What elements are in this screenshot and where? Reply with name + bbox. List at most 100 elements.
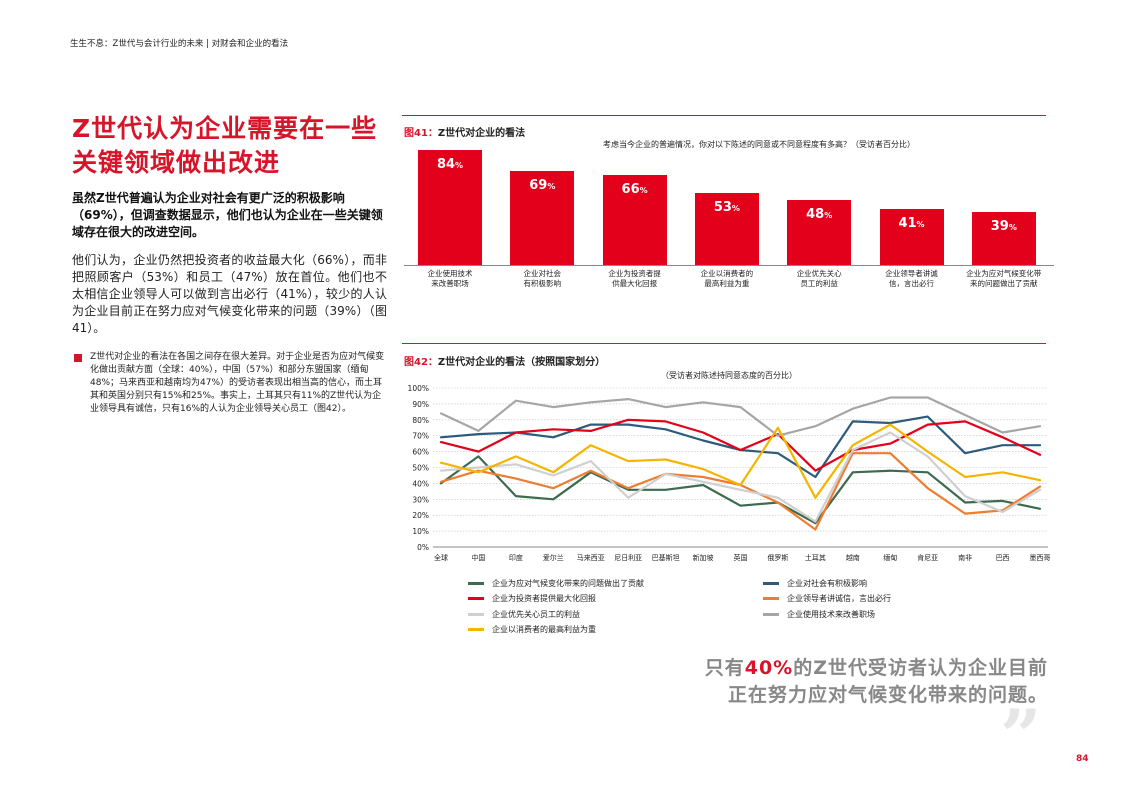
pull-quote-post: 的Z世代受访者认为企业目前 — [793, 657, 1048, 679]
legend-item: 企业为投资者提供最大化回报 — [468, 593, 596, 604]
legend-label: 企业优先关心员工的利益 — [492, 610, 580, 619]
fig41-rule — [402, 115, 1046, 116]
fig41-title: 图41：Z世代对企业的看法 — [404, 124, 525, 139]
lead-paragraph: 虽然Z世代普遍认为企业对社会有更广泛的积极影响（69%），但调查数据显示，他们也… — [72, 191, 383, 239]
y-tick-label: 40% — [412, 479, 429, 488]
x-tick-label: 英国 — [734, 553, 748, 562]
y-tick-label: 100% — [408, 384, 429, 393]
running-header: 生生不息：Z世代与会计行业的未来 | 对财会和企业的看法 — [70, 39, 289, 49]
legend-label: 企业为投资者提供最大化回报 — [492, 594, 596, 603]
country-note: Z世代对企业的看法在各国之间存在很大差异。对于企业是否为应对气候变化做出贡献方面… — [74, 351, 386, 416]
fig42-subtitle: （受访者对陈述持同意态度的百分比） — [661, 371, 797, 380]
bar-category-label: 企业优先关心 员工的利益 — [796, 269, 842, 288]
x-tick-label: 巴西 — [996, 554, 1010, 562]
page-title: Z世代认为企业需要在一些关键领域做出改进 — [72, 114, 378, 177]
legend-label: 企业使用技术来改善职场 — [787, 610, 875, 619]
x-tick-label: 土耳其 — [805, 553, 826, 562]
x-tick-label: 巴基斯坦 — [652, 553, 680, 562]
quote-mark-icon: ” — [1000, 693, 1042, 778]
y-tick-label: 10% — [412, 527, 429, 536]
y-tick-label: 30% — [412, 495, 429, 504]
legend-item: 企业对社会有积极影响 — [763, 578, 867, 589]
bar-category-label: 企业以消费者的 最高利益为重 — [700, 269, 754, 288]
series-line-6 — [439, 423, 1042, 499]
bar-value-label: 39% — [990, 219, 1017, 235]
x-tick-label: 越南 — [846, 553, 860, 562]
fig42-title-text: Z世代对企业的看法（按照国家划分） — [437, 357, 606, 368]
y-tick-label: 90% — [412, 400, 429, 409]
bar-value-label: 53% — [713, 199, 740, 215]
bar-2 — [602, 174, 667, 266]
bar-6 — [971, 212, 1036, 266]
bullet-square-icon — [74, 354, 82, 362]
y-tick-label: 0% — [417, 543, 429, 552]
x-tick-label: 爱尔兰 — [543, 553, 564, 562]
legend-item: 企业使用技术来改善职场 — [763, 609, 875, 620]
y-tick-label: 70% — [412, 432, 429, 441]
bar-category-label: 企业对社会 有积极影响 — [523, 269, 562, 288]
fig42-line-chart: 0% 10% 20% 30% 40% 50% 60% 70% 80% 90% 100% 全球 中国 印度 爱… — [408, 384, 1051, 562]
pull-quote-pre: 只有 — [704, 657, 745, 679]
x-tick-label: 俄罗斯 — [767, 553, 788, 562]
bar-value-label: 84% — [436, 157, 464, 172]
series-line-2 — [439, 418, 1042, 472]
x-tick-label: 马来西亚 — [577, 554, 605, 562]
legend-item: 企业领导者讲诚信，言出必行 — [763, 593, 891, 604]
body-paragraph: 他们认为，企业仍然把投资者的收益最大化（66%），而非把照顾客户（53%）和员工… — [72, 253, 387, 335]
x-tick-label: 全球 — [434, 553, 448, 562]
bar-category-label: 企业领导者讲诚 信，言出必行 — [885, 269, 938, 288]
bar-0 — [418, 150, 482, 266]
y-tick-label: 50% — [412, 464, 429, 473]
fig42-title: 图42：Z世代对企业的看法（按照国家划分） — [404, 353, 605, 368]
pull-quote-line1: 只有40%的Z世代受访者认为企业目前 — [705, 655, 1048, 682]
legend-swatch — [763, 597, 779, 600]
fig41-label: 图41： — [404, 128, 438, 139]
x-tick-label: 南非 — [958, 553, 972, 562]
bar-1 — [510, 170, 575, 266]
legend-swatch — [468, 628, 484, 631]
x-tick-label: 中国 — [471, 553, 485, 562]
legend-swatch — [468, 613, 484, 616]
y-tick-label: 60% — [412, 448, 429, 457]
x-tick-label: 新加坡 — [693, 553, 714, 562]
legend-label: 企业为应对气候变化带来的问题做出了贡献 — [492, 579, 644, 588]
legend-swatch — [763, 613, 779, 616]
legend-label: 企业以消费者的最高利益为重 — [492, 625, 596, 634]
bar-5 — [879, 209, 944, 266]
x-tick-label: 墨西哥 — [1030, 554, 1051, 562]
y-tick-label: 20% — [412, 511, 429, 520]
fig41-baseline — [404, 265, 1054, 266]
bar-value-label: 66% — [621, 181, 648, 197]
legend-item: 企业为应对气候变化带来的问题做出了贡献 — [468, 578, 644, 589]
country-note-text: Z世代对企业的看法在各国之间存在很大差异。对于企业是否为应对气候变化做出贡献方面… — [90, 352, 385, 414]
y-tick-label: 80% — [412, 416, 429, 425]
x-tick-label: 印度 — [509, 553, 523, 562]
x-tick-label: 缅甸 — [883, 553, 897, 562]
bar-category-label: 企业使用技术 来改善职场 — [427, 269, 473, 288]
fig41-bar-chart: 84% 69% 66% 53% 48% 41% 39% — [404, 150, 1054, 266]
pull-quote: 只有40%的Z世代受访者认为企业目前 正在努力应对气候变化带来的问题。 — [705, 655, 1048, 709]
series-line-0 — [439, 455, 1042, 525]
x-tick-label: 肯尼亚 — [917, 553, 938, 562]
page-number: 84 — [1076, 754, 1089, 764]
x-tick-label: 尼日利亚 — [614, 553, 642, 562]
pull-quote-line2: 正在努力应对气候变化带来的问题。 — [727, 684, 1048, 706]
bar-value-label: 48% — [806, 206, 833, 222]
bar-category-label: 企业为投资者提 供最大化回报 — [608, 269, 661, 288]
series-line-5 — [439, 396, 1042, 437]
series-line-4 — [439, 431, 1042, 523]
legend-item: 企业以消费者的最高利益为重 — [468, 624, 596, 635]
legend-item: 企业优先关心员工的利益 — [468, 609, 580, 620]
fig42-rule — [402, 343, 1046, 344]
fig41-subtitle: 考虑当今企业的普遍情况，你对以下陈述的同意或不同意程度有多高？（受访者百分比） — [603, 140, 915, 149]
bar-category-label: 企业为应对气候变化带 来的问题做出了贡献 — [966, 269, 1042, 288]
legend-label: 企业领导者讲诚信，言出必行 — [787, 594, 891, 603]
bar-3 — [694, 192, 759, 266]
bar-value-label: 41% — [898, 216, 925, 232]
legend-swatch — [468, 597, 484, 600]
fig41-title-text: Z世代对企业的看法 — [437, 128, 526, 139]
fig42-label: 图42： — [404, 357, 438, 368]
pull-quote-highlight: 40% — [744, 657, 794, 679]
legend-swatch — [763, 582, 779, 585]
bar-value-label: 69% — [529, 177, 556, 193]
